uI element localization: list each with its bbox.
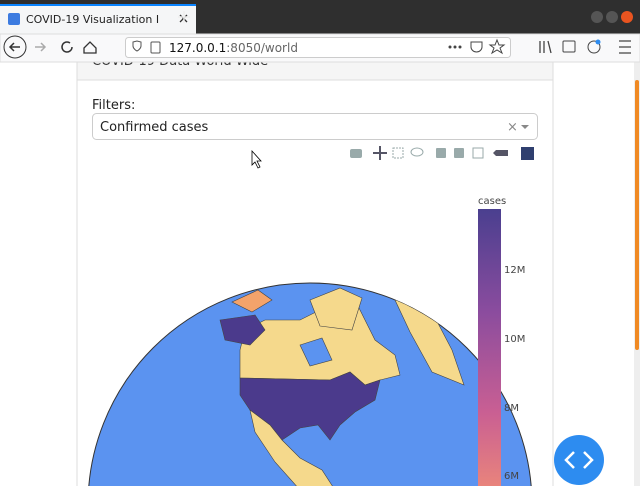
zoom-in-icon[interactable] [436,148,446,158]
new-tab[interactable] [178,11,190,23]
reload-button[interactable] [61,41,73,53]
page-actions[interactable] [448,45,462,49]
cursor [251,149,262,169]
filter-label: Filters: [92,98,135,113]
code-icon [564,451,594,469]
url-host: 127.0.0.1 [169,41,226,55]
colorbar-tick-label: 10M [504,334,525,345]
pan-icon[interactable] [373,146,387,160]
colorbar-tick-label: 8M [504,403,519,414]
close-window[interactable] [621,11,633,23]
colorbar-title: cases [478,196,506,207]
hudson-bay [299,337,333,367]
pocket-icon[interactable] [470,41,483,53]
dropdown-arrow[interactable] [521,125,529,129]
maximize[interactable] [606,11,618,23]
tab-title: COVID-19 Visualization I [26,13,159,26]
back-button[interactable] [3,35,27,59]
home-button[interactable] [83,41,97,54]
scroll-thumb[interactable] [635,80,639,350]
minimize[interactable] [591,11,603,23]
hover-icon[interactable] [493,150,508,156]
select-icon[interactable] [392,147,404,159]
zoom-out-icon[interactable] [454,148,464,158]
dropdown-value: Confirmed cases [100,120,209,135]
colorbar-tick-label: 6M [504,471,519,482]
mexico [249,409,336,490]
colorbar-tick-label: 12M [504,265,525,276]
modebar [350,146,534,160]
dropdown[interactable] [92,113,538,140]
library-icon[interactable] [539,40,552,54]
alaska [219,314,266,346]
tab-favicon [8,13,20,25]
dropdown-clear[interactable]: × [507,120,518,135]
forward-button[interactable] [35,42,47,52]
url-bar[interactable] [125,37,511,58]
bookmark-star[interactable] [488,38,506,55]
tab[interactable] [0,4,196,34]
colorbar [478,209,501,490]
colorbar-ticks: 12M 10M 8M 6M [504,265,525,482]
url-path: :8050/world [226,41,298,55]
back-arrow [8,42,20,52]
sidebar-icon[interactable] [562,40,576,53]
menu-icon[interactable] [619,40,631,54]
lasso-icon[interactable] [410,147,424,157]
plotly-logo[interactable] [521,147,534,160]
tab-accent [0,4,196,6]
land [219,287,465,490]
page-icon [150,41,161,54]
shield-icon [132,40,142,52]
code-button[interactable] [554,435,604,485]
reset-icon[interactable] [472,147,484,159]
russia [231,289,273,313]
account-icon[interactable] [587,40,601,54]
account-badge [595,39,601,45]
camera-icon[interactable] [350,149,362,158]
greenland [309,287,363,331]
url-text: 127.0.0.1:8050/world [169,41,298,55]
